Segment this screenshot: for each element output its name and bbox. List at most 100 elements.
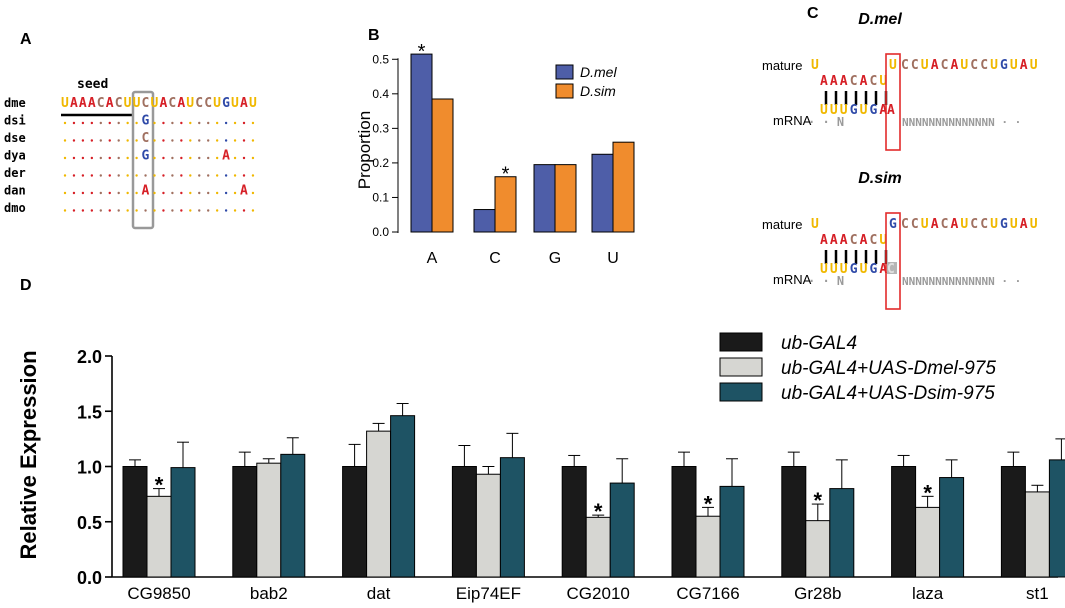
significance-star: *: [923, 480, 932, 505]
match-dot: [117, 139, 120, 142]
match-dot: [135, 121, 138, 125]
gene-label: st1: [1026, 584, 1049, 603]
match-dot: [251, 209, 255, 212]
expression-bar: [829, 488, 855, 578]
dme-nt: U: [231, 96, 239, 111]
expression-bar: [805, 520, 831, 578]
match-dot: [126, 209, 129, 212]
pair-nt: A: [840, 74, 848, 89]
dme-nt: A: [88, 96, 96, 111]
pair-nt: U: [830, 262, 838, 277]
dme-nt: C: [195, 96, 203, 111]
match-dot: [233, 156, 237, 160]
pair-nt: A: [820, 233, 828, 248]
pair-nt: U: [840, 103, 848, 118]
match-dot: [99, 121, 103, 125]
species-label-dan: dan: [4, 184, 26, 198]
match-dot: [233, 191, 237, 195]
pair-nt: C: [980, 217, 988, 232]
match-dot: [81, 156, 85, 160]
pair-nt: U: [990, 58, 998, 73]
expression-bar: [1024, 491, 1050, 578]
expression-legend-swatch: [719, 332, 763, 352]
significance-star: *: [594, 499, 603, 524]
dme-nt: U: [249, 96, 257, 111]
match-dot: [117, 209, 120, 212]
dme-nt: U: [133, 96, 141, 111]
match-dot: [171, 139, 174, 142]
match-dot: [171, 174, 174, 177]
pair-nt: C: [850, 74, 858, 89]
match-dot: [117, 121, 120, 125]
expression-bar: [609, 482, 635, 578]
match-dot: [251, 174, 255, 177]
proportion-category-label: G: [549, 250, 561, 267]
match-dot: [63, 191, 67, 195]
pair-nt: A: [879, 103, 887, 118]
match-dot: [171, 209, 174, 212]
significance-star: *: [418, 41, 426, 63]
match-dot: [72, 174, 76, 177]
pair-nt: U: [1010, 217, 1018, 232]
expression-bar: [342, 466, 368, 578]
match-dot: [215, 174, 219, 177]
match-dot: [81, 139, 85, 142]
gene-label: laza: [912, 584, 944, 603]
match-dot: [215, 209, 219, 212]
match-dot: [135, 191, 138, 195]
pair-nt: U: [879, 233, 887, 248]
match-dot: [90, 209, 94, 212]
dme-nt: U: [124, 96, 132, 111]
match-dot: [81, 174, 85, 177]
match-dot: [189, 139, 192, 142]
significance-star: *: [155, 473, 164, 498]
match-dot: [99, 139, 103, 142]
proportion-legend-swatch: [555, 83, 574, 99]
pair-nt: U: [960, 217, 968, 232]
pair-nt: A: [830, 233, 838, 248]
expression-legend-swatch: [719, 382, 763, 402]
expression-bar: [475, 473, 501, 578]
match-dot: [233, 174, 237, 177]
match-dot: [180, 174, 183, 177]
pair-nt: C: [941, 217, 949, 232]
pair-nt: U: [879, 74, 887, 89]
expression-tick-label: 1.5: [77, 402, 102, 422]
proportion-tick-label: 0.3: [372, 121, 389, 135]
match-dot: [207, 121, 210, 125]
pair-nt: G: [1000, 217, 1008, 232]
match-dot: [198, 174, 201, 177]
dme-nt: C: [168, 96, 176, 111]
expression-tick-label: 0.5: [77, 513, 102, 533]
match-dot: [162, 156, 165, 160]
match-dot: [108, 121, 111, 125]
expression-bar: [939, 477, 965, 578]
pair-nt: C: [970, 58, 978, 73]
match-dot: [117, 156, 120, 160]
match-dot: [180, 121, 183, 125]
variant-nt: G: [142, 114, 150, 129]
expression-legend-label: ub-GAL4+UAS-Dsim-975: [781, 383, 995, 404]
panel-c-label: C: [807, 5, 819, 22]
species-label-dmo: dmo: [4, 201, 26, 215]
expression-bar: [390, 415, 416, 578]
pair-nt: A: [951, 217, 959, 232]
pair-nt: U: [960, 58, 968, 73]
pair-nt: C: [901, 217, 909, 232]
match-dot: [126, 156, 129, 160]
proportion-tick-label: 0.2: [372, 156, 389, 170]
match-dot: [207, 174, 210, 177]
variant-column-box: [131, 90, 155, 230]
expression-bar: [891, 466, 917, 578]
expression-legend-swatch: [719, 357, 763, 377]
match-dot: [162, 209, 165, 212]
expression-bar: [781, 466, 807, 578]
significance-star: *: [502, 164, 510, 186]
variant-nt: A: [240, 184, 248, 199]
panel-d-label: D: [20, 277, 32, 294]
panel-b-chart: Proportion 0.0 0.1 0.2 0.3 0.4 0.5 * A * C G U D.m…: [355, 41, 635, 267]
expression-bar: [499, 457, 525, 578]
